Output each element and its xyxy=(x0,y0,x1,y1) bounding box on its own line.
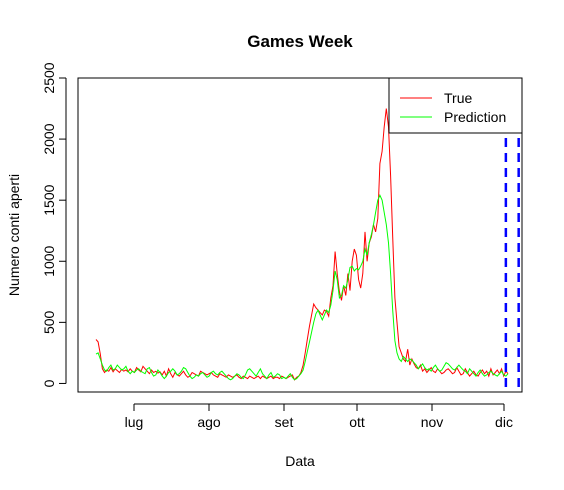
plot-frame xyxy=(77,77,523,393)
x-axis-label: Data xyxy=(285,453,315,469)
y-tick-label: 1000 xyxy=(41,245,57,276)
legend-label-true: True xyxy=(444,90,472,106)
y-tick-label: 0 xyxy=(41,379,57,387)
y-tick-label: 2000 xyxy=(41,123,57,154)
series-line-prediction xyxy=(95,194,509,381)
series-line-true xyxy=(95,108,509,381)
y-tick-label: 500 xyxy=(41,310,57,334)
x-tick-label: ott xyxy=(349,414,365,430)
y-tick-label: 2500 xyxy=(41,62,57,93)
x-tick-label: set xyxy=(275,414,294,430)
y-axis-label: Numero conti aperti xyxy=(6,174,22,296)
x-tick-label: dic xyxy=(495,414,513,430)
y-tick-label: 1500 xyxy=(41,184,57,215)
x-axis: lug ago set ott nov dic xyxy=(125,403,513,430)
x-tick-label: lug xyxy=(125,414,144,430)
y-axis: 0 500 1000 1500 2000 2500 xyxy=(41,62,67,387)
legend-box xyxy=(388,77,523,134)
chart-title: Games Week xyxy=(247,32,353,51)
legend: True Prediction xyxy=(388,77,523,134)
x-tick-label: nov xyxy=(421,414,444,430)
legend-label-prediction: Prediction xyxy=(444,109,506,125)
x-tick-label: ago xyxy=(197,414,221,430)
